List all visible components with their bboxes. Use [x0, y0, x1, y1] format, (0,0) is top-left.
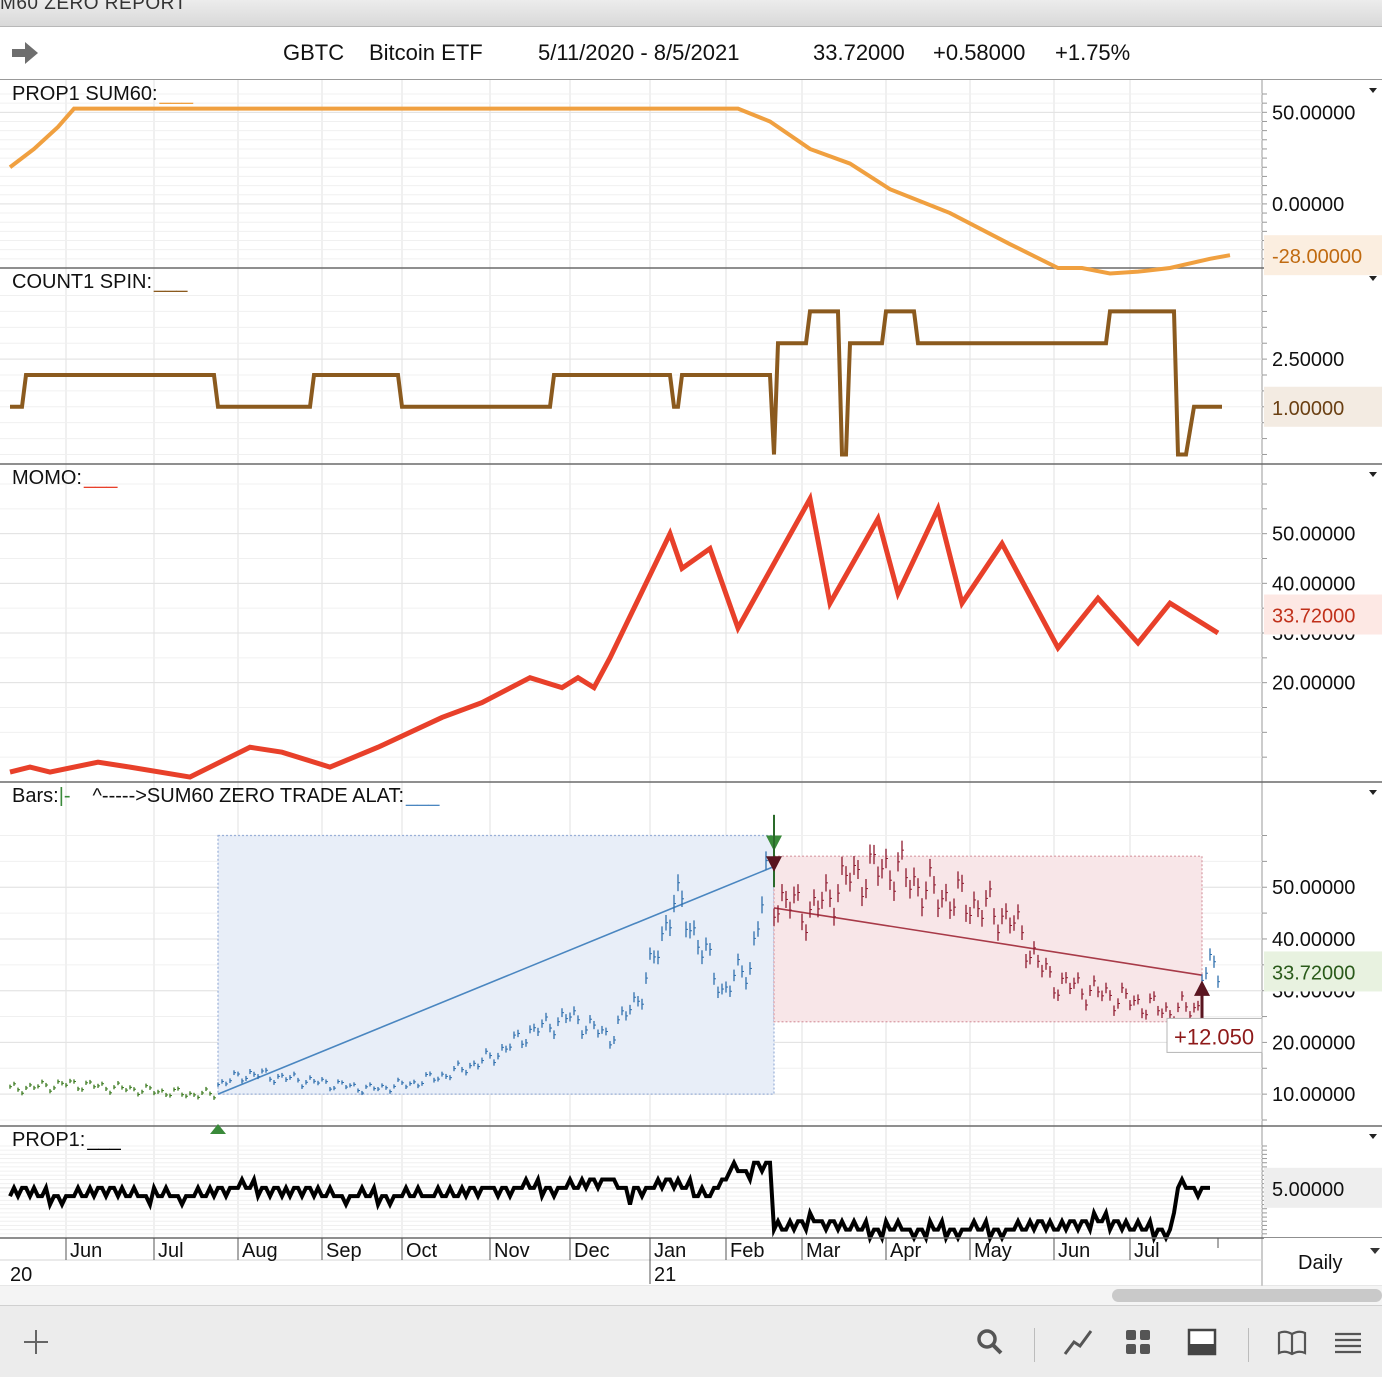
- panel-label-underline: ___: [405, 785, 440, 807]
- search-icon[interactable]: [974, 1326, 1006, 1358]
- grid-layout-icon[interactable]: [1122, 1326, 1154, 1358]
- year-label: 20: [10, 1264, 32, 1286]
- date-range: 5/11/2020 - 8/5/2021: [538, 40, 740, 65]
- window-title-bar: M60 ZERO REPORT: [0, 0, 1382, 27]
- month-label: Mar: [806, 1240, 841, 1262]
- month-label: Nov: [494, 1240, 530, 1262]
- month-label: Feb: [730, 1240, 764, 1262]
- y-tick-label: 2.50000: [1272, 349, 1344, 371]
- toolbar-separator: [1248, 1328, 1249, 1362]
- y-tick-label: 10.00000: [1272, 1084, 1355, 1106]
- year-label: 21: [654, 1264, 676, 1286]
- last-price: 33.72000: [813, 40, 905, 65]
- panel-label-underline: ___: [159, 83, 194, 105]
- book-icon[interactable]: [1276, 1326, 1308, 1358]
- bars-legend-marker: |-: [59, 785, 71, 807]
- y-tick-label: 50.00000: [1272, 877, 1355, 899]
- horizontal-scrollbar-thumb[interactable]: [1112, 1289, 1382, 1302]
- buy-marker-icon: [210, 1124, 226, 1134]
- y-tick-label: 40.00000: [1272, 573, 1355, 595]
- y-tick-label: 20.00000: [1272, 1032, 1355, 1054]
- toolbar-separator: [1034, 1328, 1035, 1362]
- month-label: Sep: [326, 1240, 362, 1262]
- panel-label: Bars:: [12, 785, 59, 807]
- symbol-name: Bitcoin ETF: [369, 40, 483, 65]
- month-label: Dec: [574, 1240, 610, 1262]
- y-tick-label: 50.00000: [1272, 102, 1355, 124]
- panel-label-underline: ___: [83, 467, 118, 489]
- bottom-toolbar: [0, 1305, 1382, 1377]
- last-value-box: [1264, 951, 1382, 992]
- last-value-label: 33.72000: [1272, 606, 1355, 628]
- blue-trend-line: [217, 865, 775, 1095]
- arrow-right-icon[interactable]: [10, 39, 40, 67]
- blue-trade-zone: [217, 834, 775, 1095]
- series-line-1: [8, 106, 1231, 276]
- symbol-ticker: GBTC: [283, 40, 345, 65]
- panel-menu-arrow-icon[interactable]: [1369, 1134, 1377, 1139]
- chart-area[interactable]: 50.000000.000002.5000050.0000040.0000030…: [0, 80, 1382, 1286]
- price-change: +0.58000: [933, 40, 1026, 65]
- red-trade-zone: [773, 855, 1203, 1023]
- last-value-box: [1264, 386, 1382, 427]
- trade-result-label: +12.050: [1174, 1024, 1254, 1049]
- panel-menu-arrow-icon[interactable]: [1369, 276, 1377, 281]
- interval-selector[interactable]: Daily: [1264, 1238, 1382, 1284]
- last-value-box: [1264, 235, 1382, 276]
- month-label: Apr: [890, 1240, 921, 1262]
- panel-menu-arrow-icon[interactable]: [1369, 472, 1377, 477]
- menu-icon[interactable]: [1332, 1326, 1364, 1358]
- last-value-box: [1264, 1167, 1382, 1208]
- y-tick-label: 40.00000: [1272, 929, 1355, 951]
- panel-label-underline: ___: [153, 271, 188, 293]
- month-label: Jun: [70, 1240, 102, 1262]
- last-value-label: 5.00000: [1272, 1179, 1344, 1201]
- dropdown-arrow-icon: [1370, 1248, 1380, 1254]
- interval-label: Daily: [1298, 1252, 1343, 1274]
- sell-marker-icon: [766, 856, 782, 872]
- panel-menu-arrow-icon[interactable]: [1369, 88, 1377, 93]
- last-value-label: -28.00000: [1272, 246, 1362, 268]
- panel-menu-arrow-icon[interactable]: [1369, 790, 1377, 795]
- month-label: May: [974, 1240, 1012, 1262]
- cover-marker-icon: [1194, 980, 1210, 996]
- price-change-percent: +1.75%: [1055, 40, 1131, 65]
- add-icon[interactable]: [20, 1326, 52, 1358]
- series-line-3: [9, 491, 1220, 780]
- month-label: Jan: [654, 1240, 686, 1262]
- panel-label: PROP1:: [12, 1129, 85, 1151]
- horizontal-scrollbar-track[interactable]: [0, 1286, 1382, 1306]
- panel-layout-icon[interactable]: [1186, 1326, 1218, 1358]
- y-tick-label: 20.00000: [1272, 673, 1355, 695]
- panel-label: COUNT1 SPIN:: [12, 271, 152, 293]
- symbol-header: GBTC Bitcoin ETF 5/11/2020 - 8/5/2021 33…: [0, 27, 1382, 80]
- month-label: Jun: [1058, 1240, 1090, 1262]
- red-trend-line: [773, 907, 1203, 976]
- panel-label-underline: ___: [86, 1129, 121, 1151]
- bars-legend-text: ^----->SUM60 ZERO TRADE ALAT:: [93, 785, 404, 807]
- trade-result-box: [1166, 1017, 1263, 1053]
- window-title: M60 ZERO REPORT: [0, 0, 187, 14]
- month-label: Jul: [1134, 1240, 1160, 1262]
- panel-label: PROP1 SUM60:: [12, 83, 158, 105]
- y-tick-label: 0.00000: [1272, 194, 1344, 216]
- last-value-label: 1.00000: [1272, 398, 1344, 420]
- series-line-2: [10, 309, 1222, 457]
- month-label: Jul: [158, 1240, 184, 1262]
- series-line-5: [8, 1158, 1210, 1244]
- last-value-box: [1264, 594, 1382, 635]
- month-label: Oct: [406, 1240, 438, 1262]
- last-value-label: 33.72000: [1272, 962, 1355, 984]
- month-label: Aug: [242, 1240, 278, 1262]
- panel-label: MOMO:: [12, 467, 82, 489]
- y-tick-label: 50.00000: [1272, 524, 1355, 546]
- line-chart-icon[interactable]: [1062, 1326, 1094, 1358]
